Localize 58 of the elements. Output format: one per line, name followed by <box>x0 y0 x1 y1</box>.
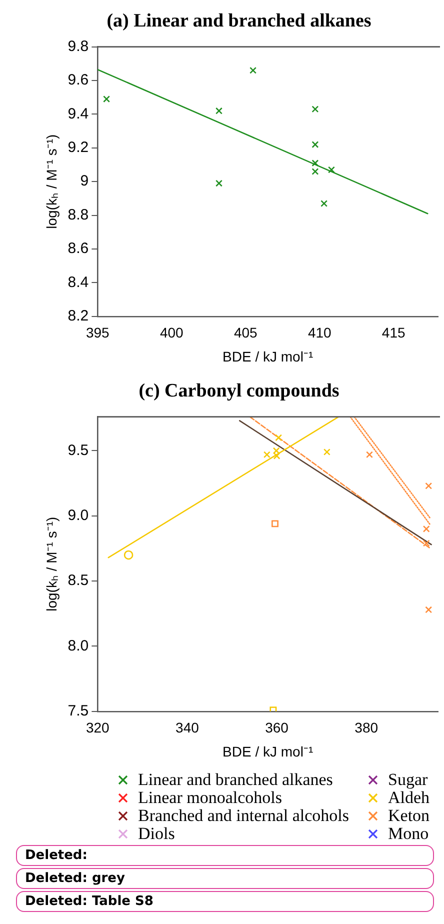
point <box>124 550 134 560</box>
x-tick-label: 380 <box>354 720 378 736</box>
x-axis-title: BDE / kJ mol⁻¹ <box>222 743 314 760</box>
y-tick-label: 9.8 <box>68 38 89 55</box>
point <box>425 606 432 614</box>
point <box>422 525 430 532</box>
y-tick-label: 9.2 <box>68 139 89 156</box>
y-tick-label: 9 <box>80 172 89 190</box>
y-axis-title: log(kₕ / M⁻¹ s⁻¹) <box>43 516 60 612</box>
legend-label: Aldeh <box>388 788 430 807</box>
y-tick-label: 8.2 <box>68 308 89 325</box>
legend-label: Branched and internal alcohols <box>138 806 350 825</box>
point <box>320 200 328 207</box>
legend-label: Sugar <box>388 770 428 789</box>
x-tick-label: 415 <box>382 324 406 341</box>
text: Deleted: grey <box>16 868 434 889</box>
y-tick-label: 9.6 <box>68 72 89 89</box>
x-tick-label: 405 <box>234 324 258 341</box>
point <box>103 96 110 103</box>
text: Deleted: Table S8 <box>16 891 434 912</box>
legend-label: Linear monoalcohols <box>138 788 282 807</box>
chart-title: (a) Linear and branched alkanes <box>106 10 372 32</box>
y-tick-label: 8.6 <box>68 240 89 258</box>
point <box>422 540 430 547</box>
y-tick-label: 9.0 <box>68 507 89 524</box>
point <box>250 66 257 74</box>
point <box>323 448 330 456</box>
point <box>263 451 270 458</box>
x-tick-label: 400 <box>160 324 184 341</box>
chart-title: (c) Carbonyl compounds <box>138 380 340 402</box>
point <box>312 141 319 148</box>
y-tick-label: 8.4 <box>68 274 89 291</box>
x-tick-label: 320 <box>86 720 110 736</box>
point <box>312 106 319 113</box>
point <box>275 434 282 442</box>
point <box>366 451 373 458</box>
point <box>216 107 222 114</box>
text: Deleted: <box>16 845 434 866</box>
y-tick-label: 9.5 <box>68 442 89 459</box>
legend-label: Keton <box>388 806 430 825</box>
point <box>272 520 278 528</box>
legend-label: Diols <box>138 824 175 843</box>
x-axis-title: BDE / kJ mol⁻¹ <box>222 348 314 364</box>
x-tick-label: 340 <box>176 720 200 736</box>
y-tick-label: 8.8 <box>68 206 89 224</box>
y-tick-label: 8.5 <box>68 572 89 590</box>
legend-label: Linear and branched alkanes <box>138 770 333 789</box>
y-axis-title: log(kₕ / M⁻¹ s⁻¹) <box>43 134 60 229</box>
legend-label: Mono <box>388 824 429 843</box>
y-tick-label: 7.5 <box>68 702 89 720</box>
x-tick-label: 360 <box>265 720 289 736</box>
point <box>216 180 222 187</box>
point <box>328 166 335 174</box>
x-tick-label: 395 <box>86 324 110 341</box>
y-tick-label: 8.0 <box>68 637 89 654</box>
point <box>425 482 432 490</box>
y-tick-label: 9.4 <box>68 105 89 122</box>
x-tick-label: 410 <box>308 324 332 341</box>
